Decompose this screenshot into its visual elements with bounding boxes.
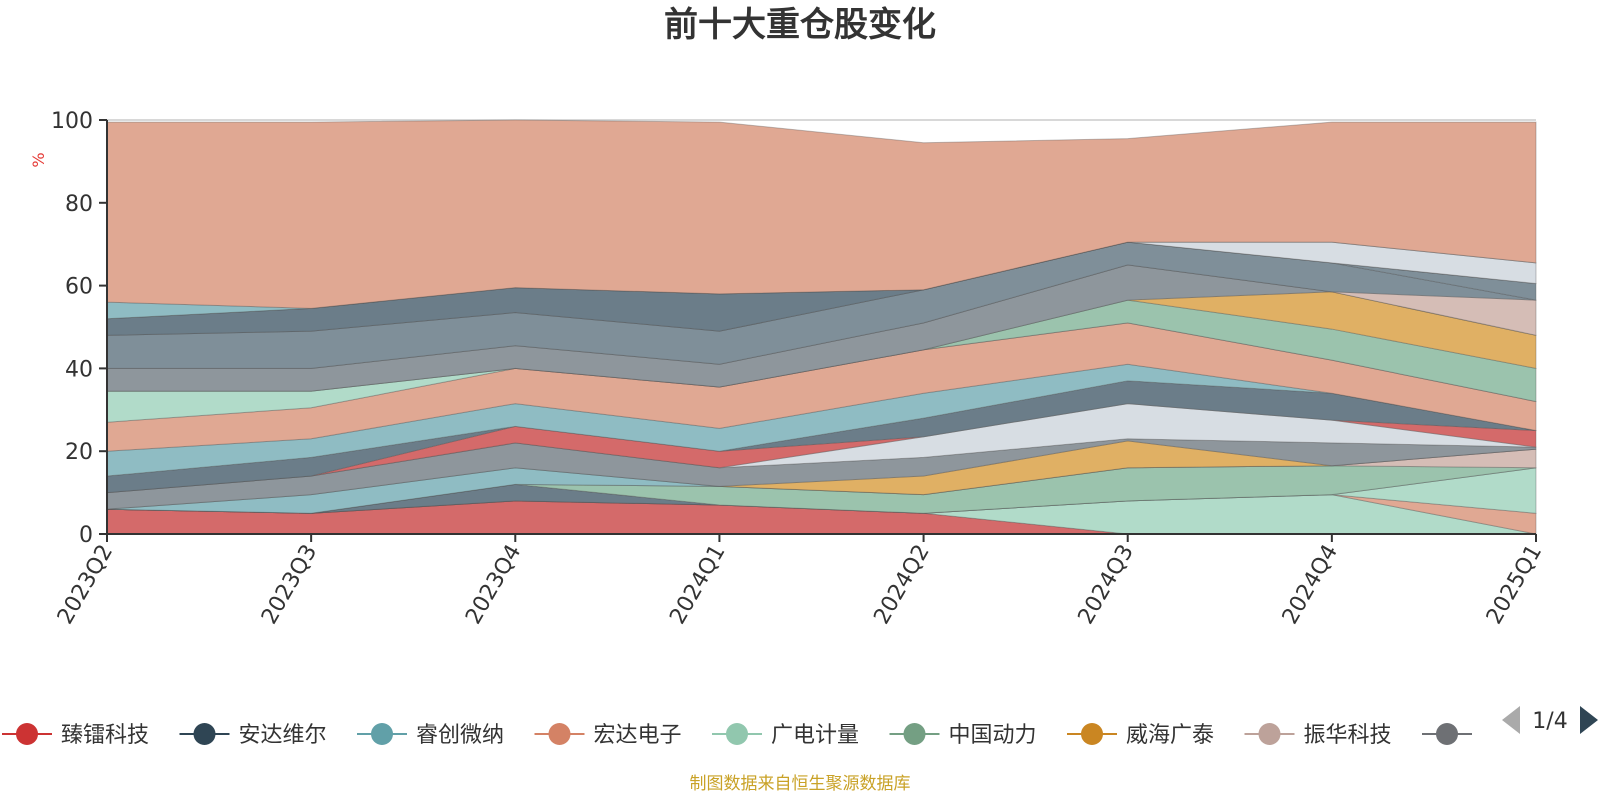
x-tick-label-1: 2023Q3 [257, 541, 322, 629]
legend-label: 臻镭科技 [61, 723, 149, 748]
x-tick-label-6: 2024Q4 [1278, 541, 1343, 629]
chart-title: 前十大重仓股变化 [664, 5, 936, 45]
y-tick-label-0: 0 [79, 523, 93, 548]
legend-circle-icon [16, 723, 38, 745]
area-series-3[interactable] [106, 467, 1537, 514]
area-series-25[interactable] [106, 119, 1537, 309]
legend-item-6[interactable]: 威海广泰 [1067, 723, 1214, 748]
legend-pager: 1/4 [1502, 706, 1598, 734]
legend-item-0[interactable]: 臻镭科技 [2, 723, 149, 748]
triangle-left-icon[interactable] [1502, 706, 1520, 734]
legend-item-1[interactable]: 安达维尔 [179, 723, 327, 748]
x-tick-label-3: 2024Q1 [665, 541, 730, 629]
legend-circle-icon [903, 723, 926, 745]
legend-label: 威海广泰 [1126, 723, 1214, 748]
area-series-2[interactable] [106, 494, 1537, 535]
legend-label: 安达维尔 [239, 723, 327, 748]
triangle-right-icon[interactable] [1580, 706, 1598, 734]
x-tick-label-0: 2023Q2 [53, 541, 118, 629]
legend-circle-icon [1436, 723, 1458, 745]
legend-circle-icon [371, 723, 393, 745]
legend-item-5[interactable]: 中国动力 [889, 723, 1037, 748]
y-tick-label-5: 100 [51, 109, 93, 134]
data-source-note: 制图数据来自恒生聚源数据库 [690, 774, 911, 794]
x-tick-label-7: 2025Q1 [1482, 541, 1547, 629]
x-tick-label-4: 2024Q2 [869, 541, 934, 629]
y-tick-label-1: 20 [65, 440, 93, 465]
legend-item-7[interactable]: 振华科技 [1244, 723, 1392, 748]
legend-item-3[interactable]: 宏达电子 [534, 723, 682, 748]
area-series [106, 119, 1537, 535]
legend-item-4[interactable]: 广电计量 [712, 723, 859, 748]
y-tick-label-2: 40 [65, 357, 93, 382]
legend-label: 宏达电子 [594, 723, 682, 748]
x-tick-label-5: 2024Q3 [1074, 541, 1139, 629]
y-axis-unit: % [29, 152, 48, 167]
y-tick-label-4: 80 [65, 192, 93, 217]
legend-page-indicator: 1/4 [1532, 709, 1567, 734]
legend-label: 睿创微纳 [416, 723, 504, 748]
y-tick-label-3: 60 [65, 275, 93, 300]
legend-label: 广电计量 [771, 723, 859, 748]
legend-circle-icon [726, 723, 748, 745]
legend-circle-icon [193, 723, 216, 745]
legend: 臻镭科技 安达维尔 睿创微纳 宏达电子 广电计量 中国动力 威海广泰 振华科技 [2, 723, 1472, 748]
x-tick-label-2: 2023Q4 [461, 541, 526, 629]
legend-circle-icon [1258, 723, 1281, 745]
legend-label: 振华科技 [1304, 723, 1392, 748]
legend-circle-icon [1081, 723, 1103, 745]
legend-item-8[interactable] [1422, 723, 1472, 745]
legend-label: 中国动力 [949, 723, 1037, 748]
legend-circle-icon [548, 723, 571, 745]
legend-item-2[interactable]: 睿创微纳 [357, 723, 504, 748]
